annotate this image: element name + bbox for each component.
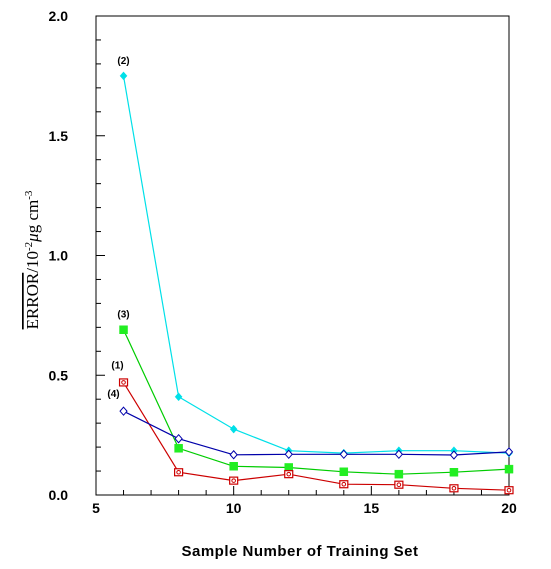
y-axis-title-prefix: /10 — [23, 251, 42, 273]
data-point — [504, 486, 514, 495]
data-point — [504, 447, 514, 457]
series-0 — [119, 71, 513, 458]
y-axis-title-unit: g cm — [23, 200, 42, 234]
y-tick-label: 1.5 — [49, 128, 69, 144]
series-2 — [118, 378, 514, 495]
y-tick-label: 0.0 — [49, 487, 69, 503]
x-axis-title: Sample Number of Training Set — [181, 543, 418, 560]
series-line — [123, 410, 510, 456]
data-point — [339, 449, 348, 460]
data-point — [174, 433, 183, 444]
y-axis-title-exp: -2 — [23, 242, 35, 251]
series-annotation: (1) — [111, 360, 123, 371]
y-axis-title-exp2: -3 — [23, 190, 35, 200]
data-point — [174, 392, 183, 402]
series-3 — [119, 406, 514, 460]
series-annotation: (3) — [117, 310, 129, 321]
series-line — [122, 382, 510, 491]
series-annotation: (2) — [117, 56, 129, 67]
y-tick-label: 1.0 — [49, 248, 69, 264]
series-line — [122, 75, 510, 454]
y-axis-title: ERROR/10-2μg cm-3 — [23, 190, 42, 329]
x-tick-label: 10 — [226, 500, 242, 516]
data-point — [174, 468, 184, 477]
y-tick-label: 2.0 — [49, 8, 69, 24]
data-point — [118, 378, 129, 387]
data-point — [394, 480, 404, 489]
data-point — [504, 464, 514, 474]
series-annotation: (4) — [107, 389, 119, 400]
x-tick-label: 20 — [501, 500, 517, 516]
data-point — [229, 424, 238, 434]
data-point — [284, 470, 294, 479]
data-point — [119, 325, 128, 334]
y-axis-title-mu: μ — [23, 233, 42, 243]
series-1 — [119, 325, 514, 479]
data-point — [449, 484, 459, 493]
data-point — [119, 406, 128, 416]
tick-labels: 5 10 15 20 0.0 0.5 1.0 1.5 2.0 — [49, 8, 517, 516]
data-point — [449, 450, 459, 460]
data-point — [119, 71, 128, 81]
x-tick-label: 5 — [92, 500, 100, 516]
series-line — [122, 329, 510, 475]
x-tick-label: 15 — [364, 500, 380, 516]
series-layer — [118, 71, 514, 495]
svg-text:ERROR/10-2μg cm-3: ERROR/10-2μg cm-3 — [23, 190, 42, 329]
plot-frame — [95, 15, 510, 496]
data-point — [174, 444, 183, 453]
data-point — [339, 467, 349, 477]
series-annotations: (2) (3) (1) (4) — [107, 56, 129, 400]
data-point — [394, 449, 404, 460]
data-point — [284, 449, 293, 460]
y-axis-title-main: ERROR — [23, 272, 42, 329]
y-tick-label: 0.5 — [49, 367, 69, 383]
data-point — [339, 480, 349, 489]
data-point — [229, 462, 238, 471]
data-point — [394, 469, 404, 479]
data-point — [449, 467, 459, 477]
ticks — [95, 15, 510, 496]
data-point — [229, 476, 239, 485]
data-point — [229, 450, 238, 460]
